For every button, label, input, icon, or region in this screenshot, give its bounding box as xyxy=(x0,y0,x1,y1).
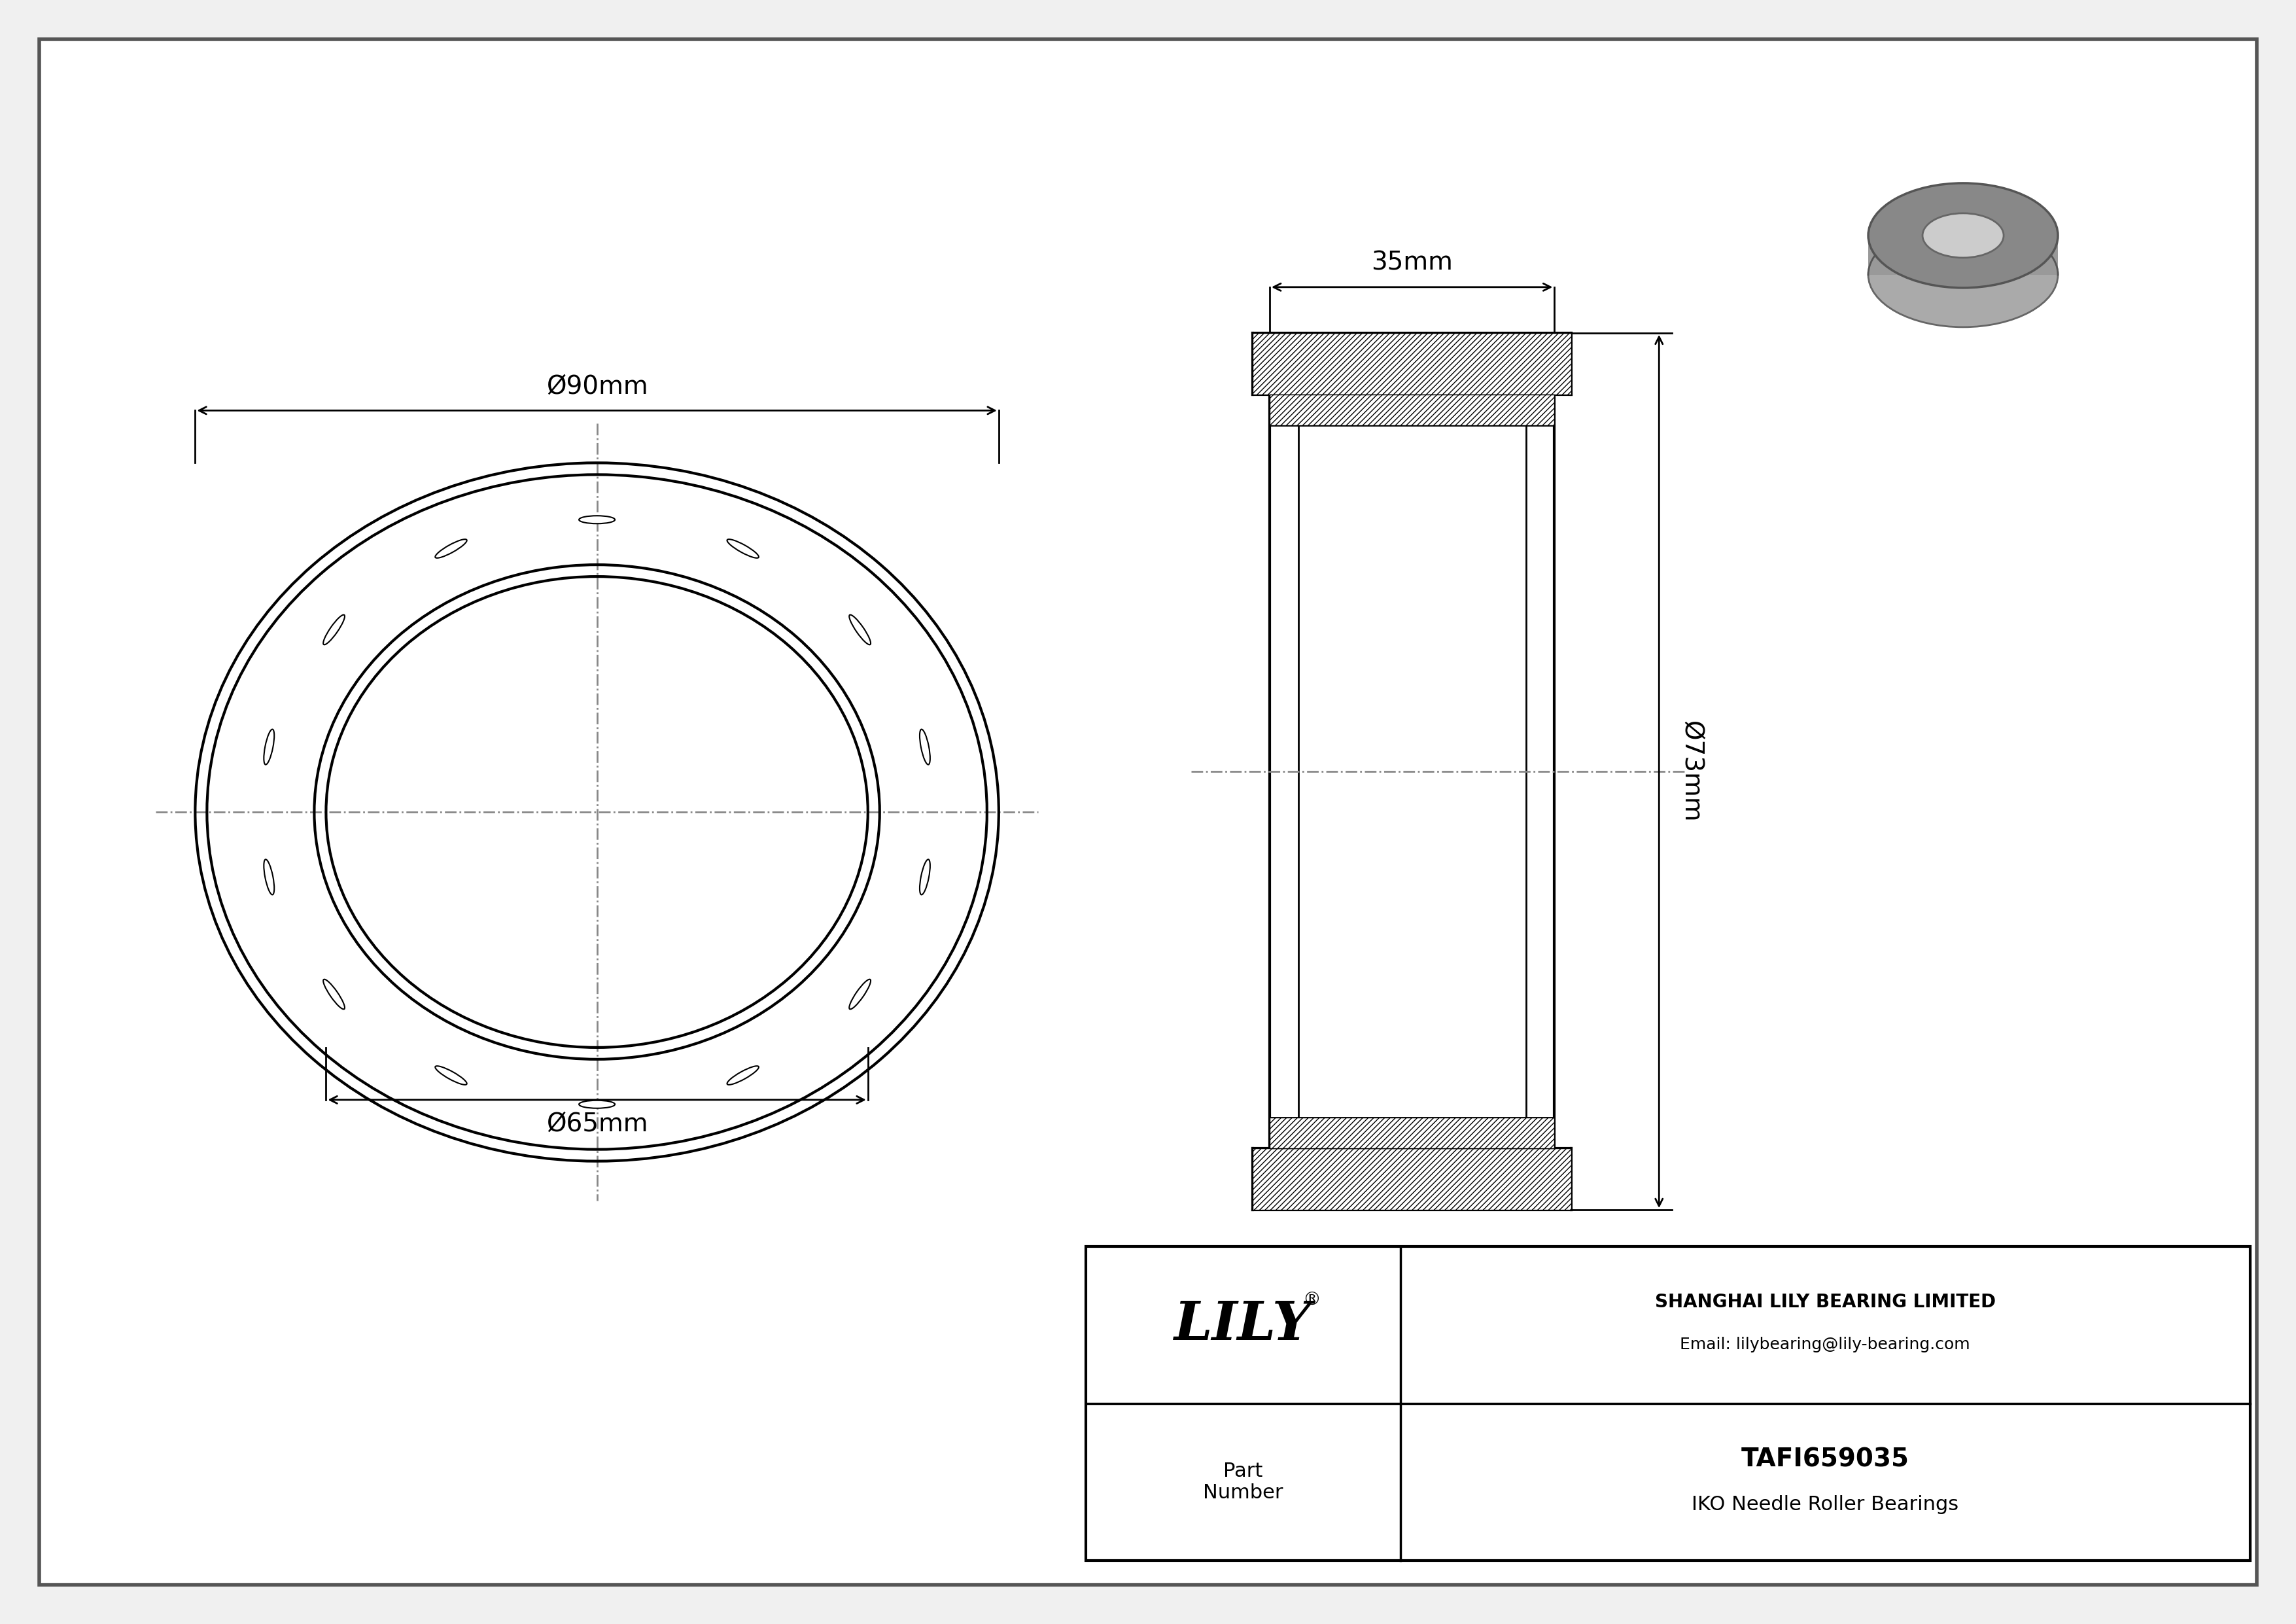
Ellipse shape xyxy=(324,979,344,1009)
Ellipse shape xyxy=(728,539,758,559)
Text: Ø65mm: Ø65mm xyxy=(546,1111,647,1137)
Ellipse shape xyxy=(264,859,273,895)
Text: 35mm: 35mm xyxy=(1371,250,1453,276)
Ellipse shape xyxy=(324,615,344,645)
Ellipse shape xyxy=(1922,213,2004,258)
Ellipse shape xyxy=(264,729,273,765)
Text: Email: lilybearing@lily-bearing.com: Email: lilybearing@lily-bearing.com xyxy=(1681,1337,1970,1353)
Ellipse shape xyxy=(921,729,930,765)
Text: TAFI659035: TAFI659035 xyxy=(1740,1447,1910,1471)
Text: ®: ® xyxy=(1302,1291,1320,1309)
Bar xyxy=(1254,333,1570,395)
Bar xyxy=(1254,1148,1570,1210)
Text: SHANGHAI LILY BEARING LIMITED: SHANGHAI LILY BEARING LIMITED xyxy=(1655,1293,1995,1311)
Polygon shape xyxy=(2002,235,2057,274)
Bar xyxy=(1270,1117,1554,1148)
Ellipse shape xyxy=(850,615,870,645)
Text: Ø73mm: Ø73mm xyxy=(1678,721,1704,822)
Ellipse shape xyxy=(728,1065,758,1085)
Text: LILY: LILY xyxy=(1173,1299,1311,1351)
Ellipse shape xyxy=(579,1101,615,1108)
Ellipse shape xyxy=(1869,222,2057,326)
Text: Part
Number: Part Number xyxy=(1203,1462,1283,1502)
Ellipse shape xyxy=(436,1065,466,1085)
Ellipse shape xyxy=(579,516,615,523)
Bar xyxy=(1086,1247,2250,1561)
Text: IKO Needle Roller Bearings: IKO Needle Roller Bearings xyxy=(1692,1496,1958,1515)
Text: Ø90mm: Ø90mm xyxy=(546,374,647,400)
Ellipse shape xyxy=(1869,184,2057,287)
Bar xyxy=(1270,395,1554,425)
Ellipse shape xyxy=(850,979,870,1009)
Ellipse shape xyxy=(436,539,466,559)
Polygon shape xyxy=(1869,235,1924,274)
Ellipse shape xyxy=(921,859,930,895)
